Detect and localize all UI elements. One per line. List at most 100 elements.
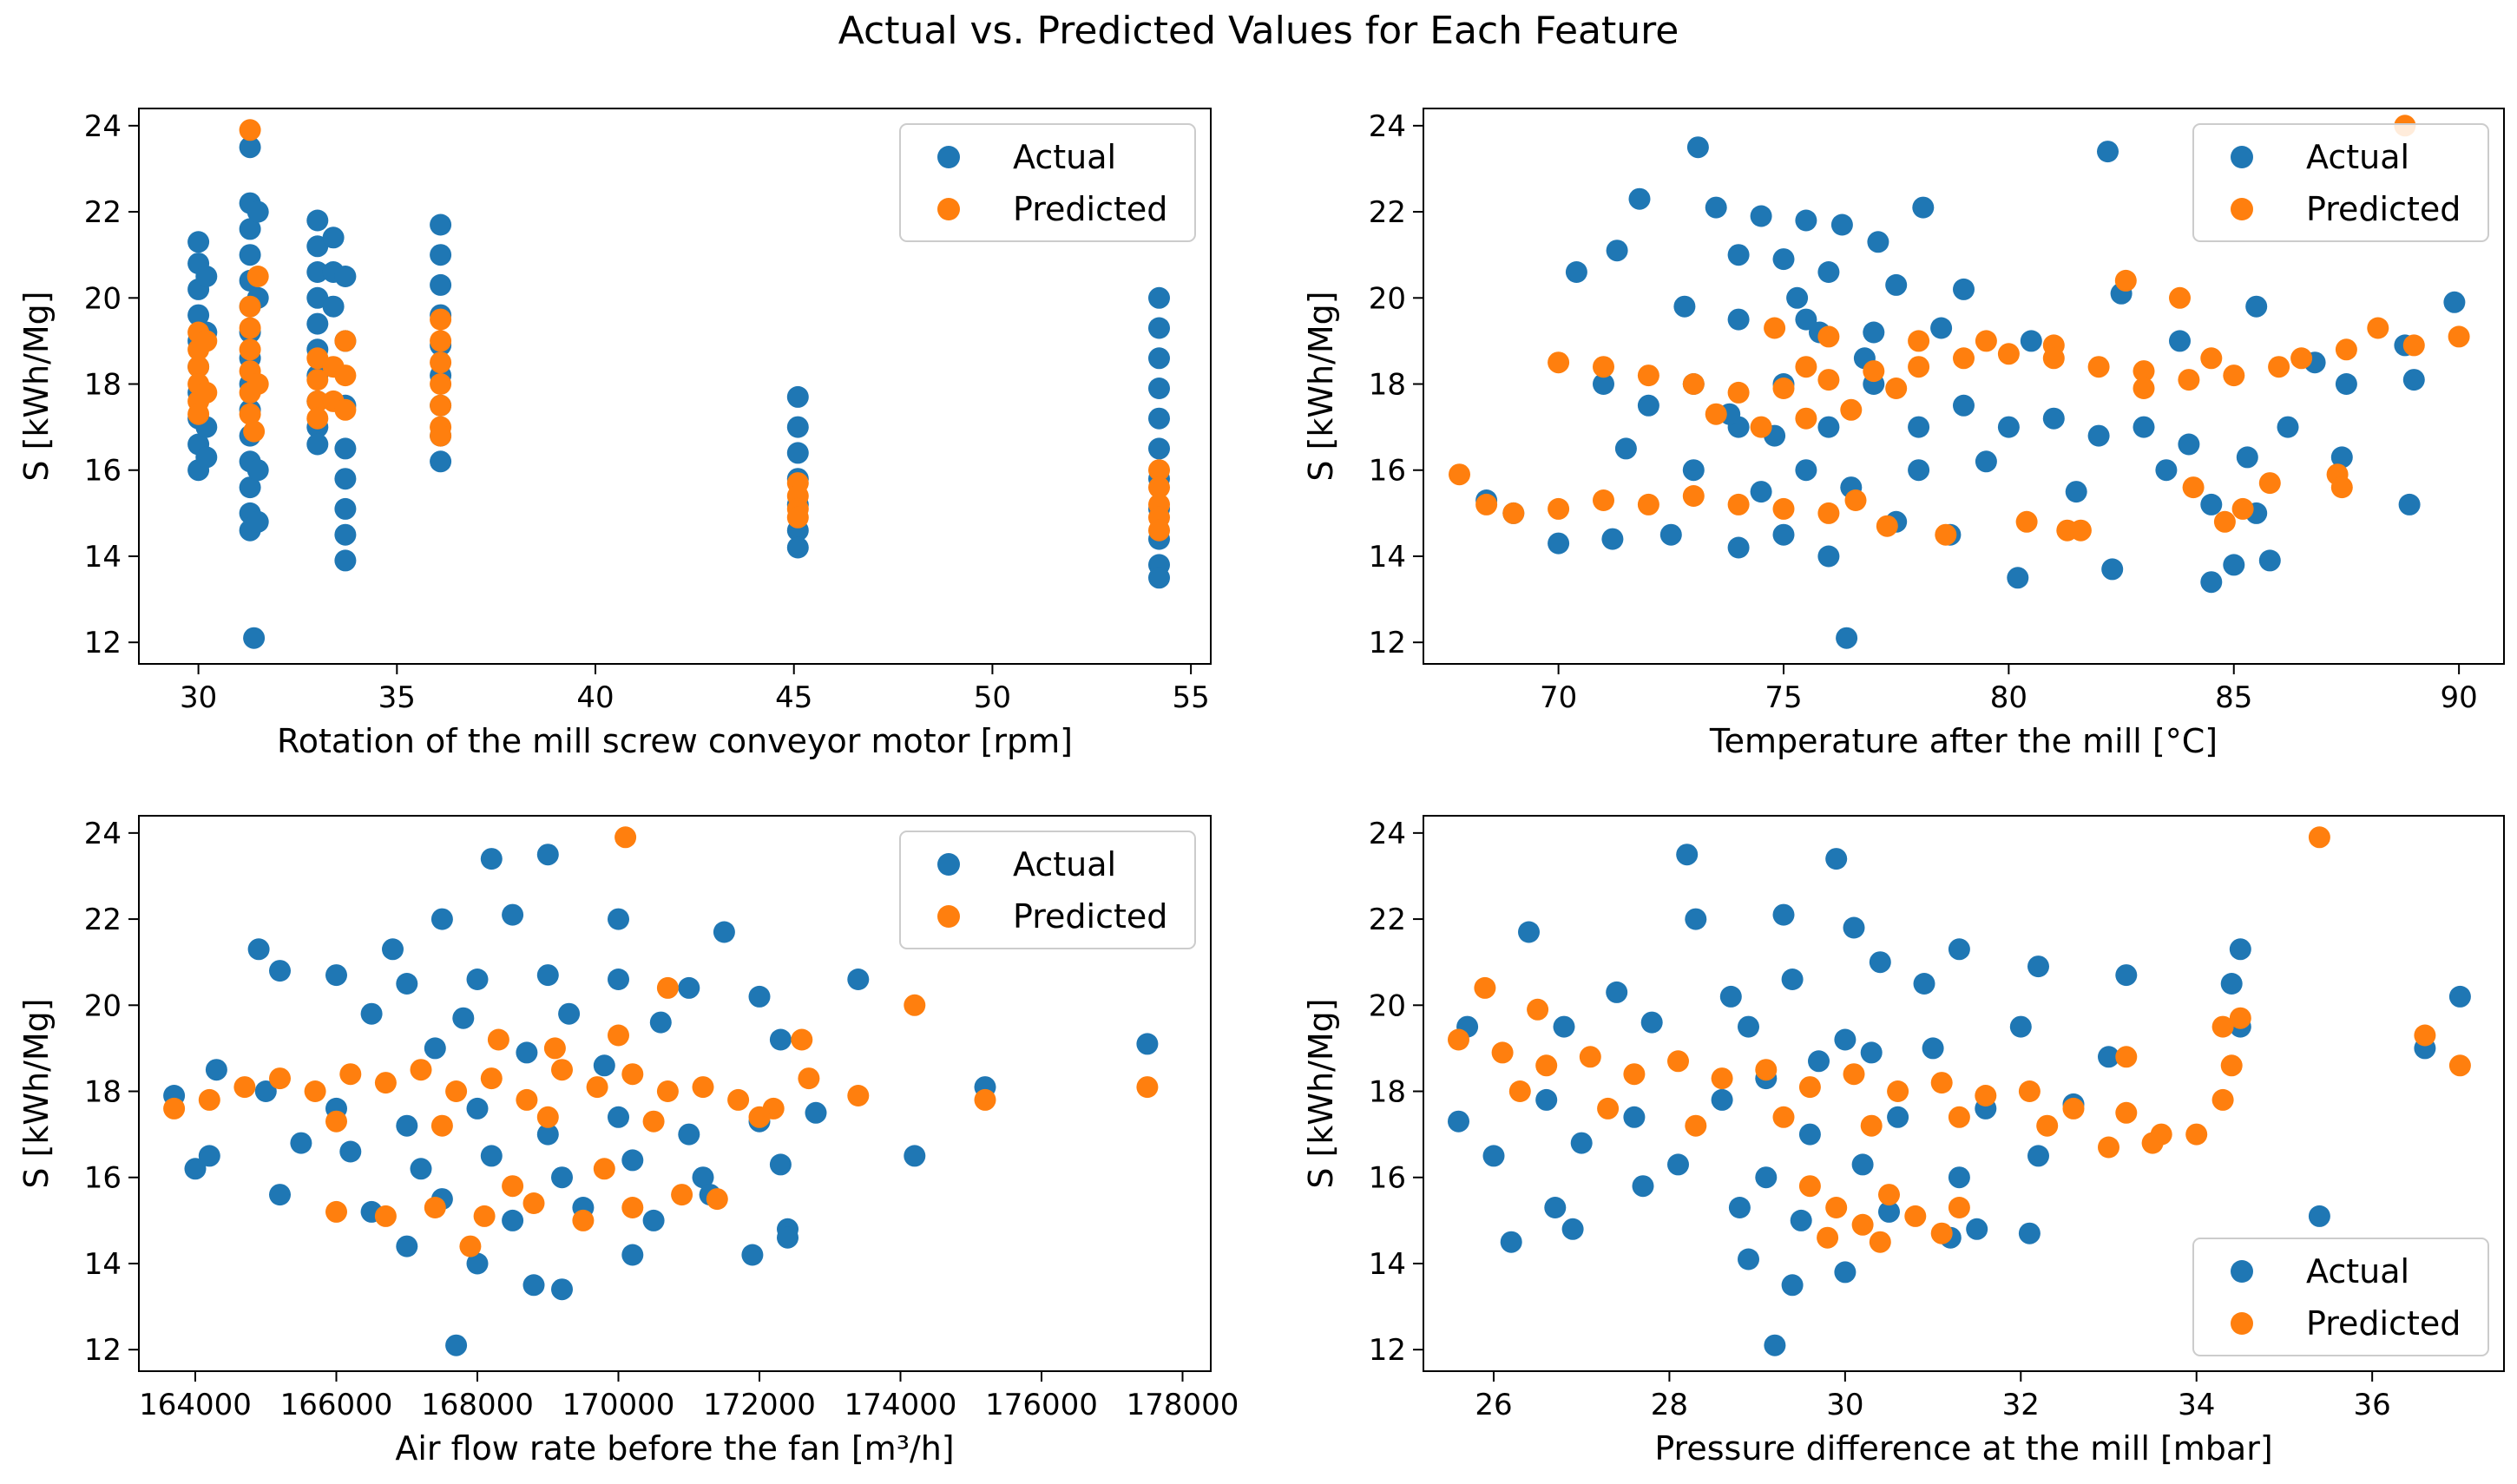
- actual-point: [1148, 378, 1170, 399]
- actual-point: [1750, 481, 1772, 503]
- actual-point: [608, 908, 629, 930]
- predicted-point: [233, 1076, 256, 1099]
- actual-point: [1518, 921, 1540, 943]
- actual-point: [904, 1145, 926, 1167]
- actual-point: [254, 1080, 277, 1102]
- y-tick-label: 16: [84, 1161, 122, 1196]
- legend-box: [2192, 1238, 2489, 1356]
- predicted-point: [1667, 1050, 1689, 1073]
- actual-point: [2027, 955, 2049, 978]
- x-tick-label: 164000: [139, 1388, 252, 1422]
- actual-point: [1606, 981, 1628, 1003]
- predicted-point: [306, 369, 329, 391]
- predicted-point: [2185, 1123, 2208, 1146]
- actual-point: [480, 1145, 503, 1167]
- actual-point: [269, 1184, 291, 1206]
- y-tick-label: 20: [1369, 988, 1406, 1023]
- y-axis-label: S [kWh/Mg]: [1302, 998, 1340, 1188]
- predicted-point: [1817, 369, 1840, 391]
- actual-point: [1913, 973, 1935, 995]
- actual-point: [1786, 286, 1809, 309]
- actual-point: [1640, 1011, 1663, 1034]
- actual-point: [1719, 985, 1742, 1008]
- actual-point: [1975, 450, 1997, 473]
- y-tick-label: 12: [84, 626, 122, 660]
- actual-point: [290, 1132, 312, 1154]
- y-tick-label: 14: [84, 1247, 122, 1282]
- predicted-point: [430, 351, 452, 374]
- predicted-point: [239, 119, 261, 141]
- predicted-point: [2069, 519, 2092, 542]
- actual-point: [1593, 373, 1614, 395]
- legend-label-actual: Actual: [2306, 1252, 2409, 1290]
- actual-point: [1148, 437, 1170, 460]
- x-tick-label: 170000: [562, 1388, 675, 1422]
- actual-point: [466, 1097, 489, 1120]
- actual-point: [325, 964, 347, 987]
- actual-point: [1673, 295, 1696, 318]
- predicted-point: [325, 1200, 347, 1223]
- actual-point: [805, 1101, 827, 1124]
- actual-point: [2335, 373, 2357, 395]
- predicted-point: [1795, 356, 1817, 378]
- y-tick-label: 20: [84, 988, 122, 1023]
- actual-point: [306, 261, 329, 283]
- predicted-point: [2015, 510, 2038, 533]
- predicted-point: [1597, 1097, 1620, 1120]
- predicted-point: [195, 330, 218, 352]
- predicted-point: [1930, 1222, 1953, 1244]
- actual-point: [1830, 213, 1853, 236]
- predicted-point: [1876, 515, 1898, 537]
- actual-point: [1869, 951, 1891, 974]
- predicted-point: [1975, 330, 1997, 352]
- predicted-point: [1475, 493, 1498, 515]
- actual-point: [678, 976, 700, 999]
- predicted-point: [304, 1080, 326, 1102]
- actual-point: [1863, 321, 1885, 344]
- actual-point: [2087, 424, 2110, 447]
- predicted-point: [1825, 1197, 1848, 1218]
- legend: Actual Predicted: [899, 123, 1196, 242]
- legend: Actual Predicted: [899, 831, 1196, 949]
- actual-point: [1136, 1033, 1159, 1055]
- predicted-point: [1764, 317, 1786, 339]
- actual-point: [2169, 330, 2191, 352]
- actual-point: [1548, 532, 1570, 555]
- actual-point: [551, 1166, 573, 1189]
- y-tick-label: 22: [84, 195, 122, 230]
- actual-point: [452, 1007, 475, 1029]
- actual-point: [1728, 1197, 1751, 1218]
- actual-point: [678, 1123, 700, 1146]
- predicted-point: [1885, 378, 1908, 399]
- predicted-point: [543, 1037, 566, 1060]
- predicted-point: [487, 1028, 509, 1051]
- predicted-point: [2229, 1007, 2251, 1029]
- actual-point: [2200, 493, 2223, 515]
- predicted-point: [1448, 1028, 1469, 1051]
- predicted-point: [334, 364, 357, 387]
- actual-point: [1561, 1218, 1584, 1240]
- subplot-2: 70 75 80 85 90 12 14 16 18 20 22 24 Temperature afte…: [1302, 108, 2505, 760]
- predicted-point: [1772, 1106, 1795, 1128]
- actual-point: [847, 969, 870, 990]
- panels: 30 35 40 45 50 55 12 14 16 18 20 22 24 Rotation of th…: [17, 108, 2505, 1468]
- legend-box: [2192, 123, 2489, 242]
- legend-label-predicted: Predicted: [2306, 1304, 2461, 1343]
- y-tick-label: 24: [84, 817, 122, 851]
- legend-label-predicted: Predicted: [1013, 190, 1167, 228]
- predicted-point: [586, 1076, 608, 1099]
- actual-point: [1667, 1153, 1689, 1176]
- x-tick-label: 166000: [280, 1388, 393, 1422]
- predicted-point: [1682, 485, 1705, 507]
- actual-point: [184, 1158, 207, 1180]
- actual-point: [2223, 554, 2245, 576]
- actual-point: [396, 973, 418, 995]
- actual-point: [1148, 286, 1170, 309]
- x-tick-label: 30: [1826, 1388, 1863, 1422]
- y-tick-label: 20: [84, 281, 122, 316]
- actual-point: [741, 1244, 764, 1266]
- actual-point: [1676, 844, 1699, 866]
- actual-point: [502, 1209, 524, 1231]
- actual-point: [1885, 273, 1908, 296]
- y-axis-label: S [kWh/Mg]: [1302, 291, 1340, 481]
